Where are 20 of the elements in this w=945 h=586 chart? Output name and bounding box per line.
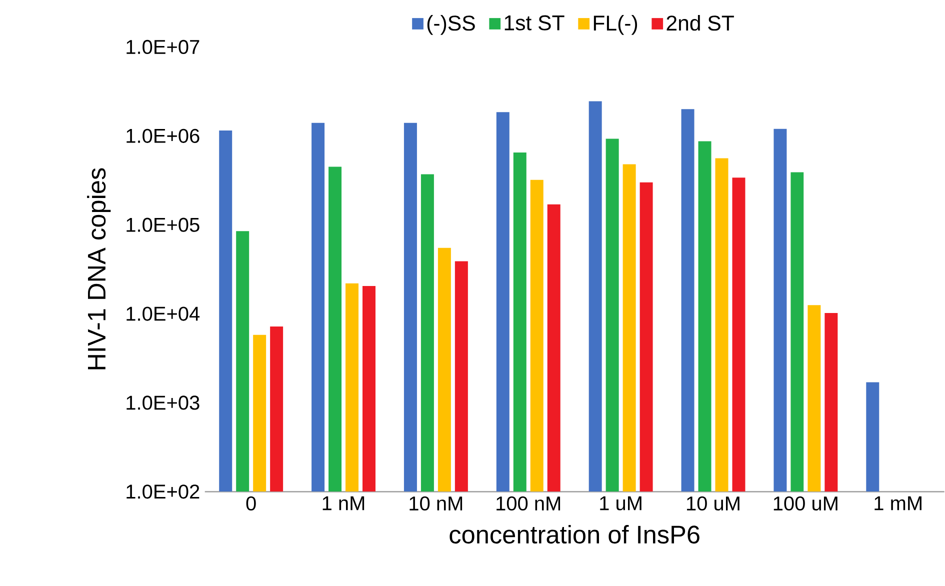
x-tick-label: 1 nM bbox=[322, 496, 364, 510]
y-tick-label: 1.0E+04 bbox=[126, 306, 200, 322]
x-tick-label: 1 mM bbox=[874, 496, 922, 510]
y-tick-label: 1.0E+02 bbox=[126, 484, 200, 499]
x-tick-label: 0 bbox=[246, 496, 256, 511]
x-tick-label: 1 uM bbox=[600, 496, 642, 511]
legend-label: 1st ST bbox=[504, 16, 564, 31]
x-tick-label: 10 nM bbox=[410, 496, 462, 511]
y-axis-title: HIV-1 DNA copies bbox=[87, 168, 111, 370]
y-tick-label: 1.0E+05 bbox=[126, 218, 200, 232]
x-tick-label: 100 nM bbox=[496, 496, 560, 511]
legend-label: 2nd ST bbox=[666, 15, 734, 31]
legend-label: FL(-) bbox=[594, 15, 638, 36]
x-axis-title: concentration of InsP6 bbox=[450, 525, 700, 544]
y-tick-label: 1.0E+03 bbox=[126, 396, 200, 410]
x-tick-label: 10 uM bbox=[687, 496, 740, 511]
x-tick-label: 100 uM bbox=[774, 496, 838, 511]
y-tick-label: 1.0E+06 bbox=[126, 129, 200, 144]
legend-label: (-)SS bbox=[427, 15, 475, 36]
y-tick-label: 1.0E+07 bbox=[126, 40, 200, 54]
